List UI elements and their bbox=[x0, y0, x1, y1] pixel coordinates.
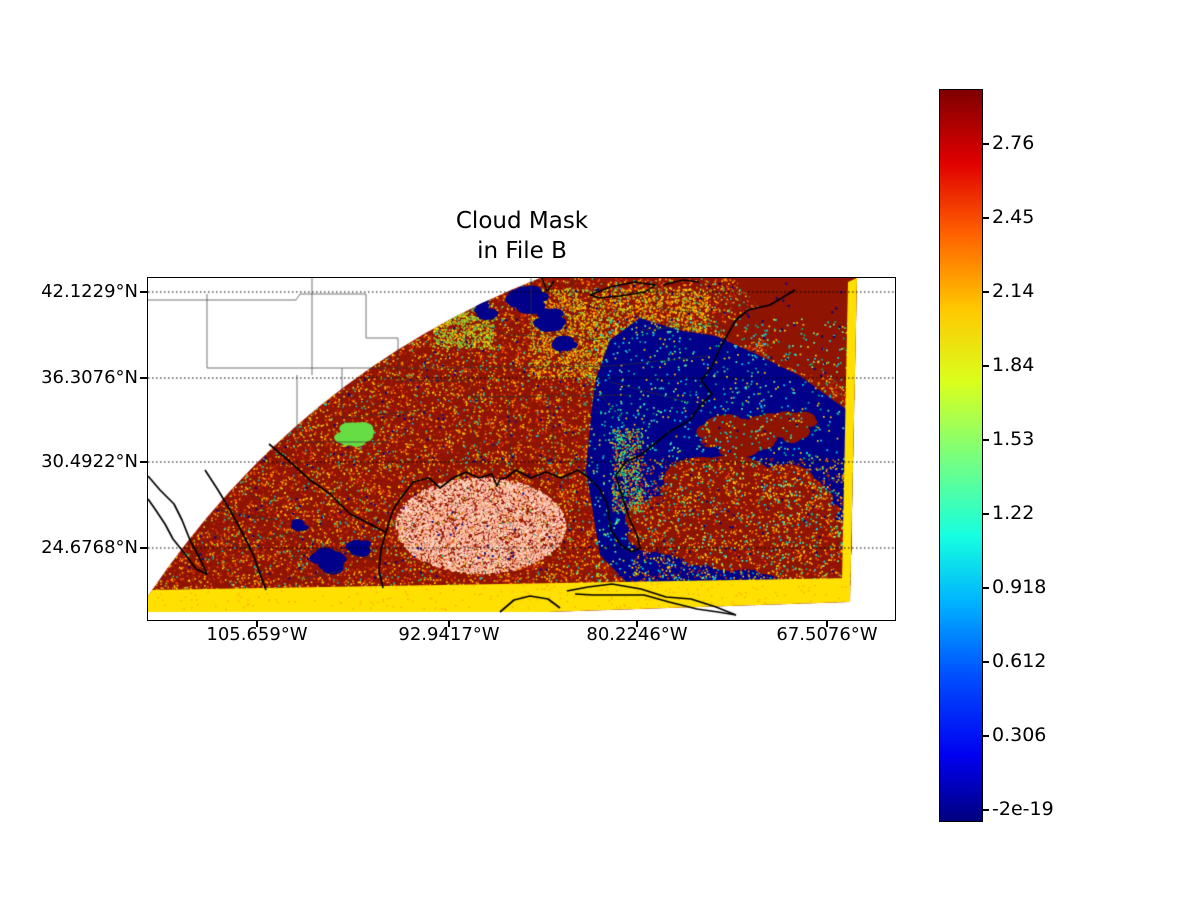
colorbar-tick-label: 0.612 bbox=[992, 650, 1047, 672]
chart-title-line2: in File B bbox=[477, 238, 567, 264]
colorbar-tick bbox=[982, 291, 989, 293]
colorbar-tick-label: 0.306 bbox=[992, 724, 1047, 746]
colorbar-tick-label: 2.45 bbox=[992, 206, 1035, 228]
colorbar-tick-label: 1.22 bbox=[992, 502, 1035, 524]
x-tick-label: 80.2246°W bbox=[586, 624, 688, 645]
y-axis-tick bbox=[140, 547, 147, 549]
colorbar bbox=[939, 89, 983, 822]
y-tick-label: 36.3076°N bbox=[41, 367, 138, 388]
colorbar-tick-label: 0.918 bbox=[992, 576, 1047, 598]
colorbar-tick-label: 2.14 bbox=[992, 280, 1035, 302]
colorbar-tick bbox=[982, 513, 989, 515]
x-tick-label: 67.5076°W bbox=[776, 624, 878, 645]
x-axis-tick bbox=[256, 620, 258, 627]
plot-area bbox=[147, 277, 896, 621]
x-tick-label: 105.659°W bbox=[206, 624, 308, 645]
x-axis-tick bbox=[448, 620, 450, 627]
y-axis-tick bbox=[140, 461, 147, 463]
x-tick-label: 92.9417°W bbox=[398, 624, 500, 645]
y-tick-label: 30.4922°N bbox=[41, 451, 138, 472]
cloud-mask-map-canvas bbox=[148, 278, 895, 620]
colorbar-tick bbox=[982, 365, 989, 367]
y-tick-label: 24.6768°N bbox=[41, 537, 138, 558]
colorbar-tick bbox=[982, 439, 989, 441]
x-axis-tick bbox=[636, 620, 638, 627]
colorbar-tick bbox=[982, 217, 989, 219]
y-axis-tick bbox=[140, 377, 147, 379]
colorbar-tick bbox=[982, 735, 989, 737]
colorbar-tick bbox=[982, 661, 989, 663]
colorbar-tick bbox=[982, 809, 989, 811]
colorbar-tick-label: 2.76 bbox=[992, 132, 1035, 154]
y-axis-tick bbox=[140, 291, 147, 293]
colorbar-tick bbox=[982, 587, 989, 589]
chart-title: Cloud Mask in File B bbox=[147, 206, 897, 266]
colorbar-tick-label: -2e-19 bbox=[992, 798, 1054, 820]
chart-title-line1: Cloud Mask bbox=[455, 208, 589, 234]
y-tick-label: 42.1229°N bbox=[41, 281, 138, 302]
colorbar-tick-label: 1.84 bbox=[992, 354, 1035, 376]
colorbar-tick-label: 1.53 bbox=[992, 428, 1035, 450]
x-axis-tick bbox=[826, 620, 828, 627]
colorbar-tick bbox=[982, 143, 989, 145]
